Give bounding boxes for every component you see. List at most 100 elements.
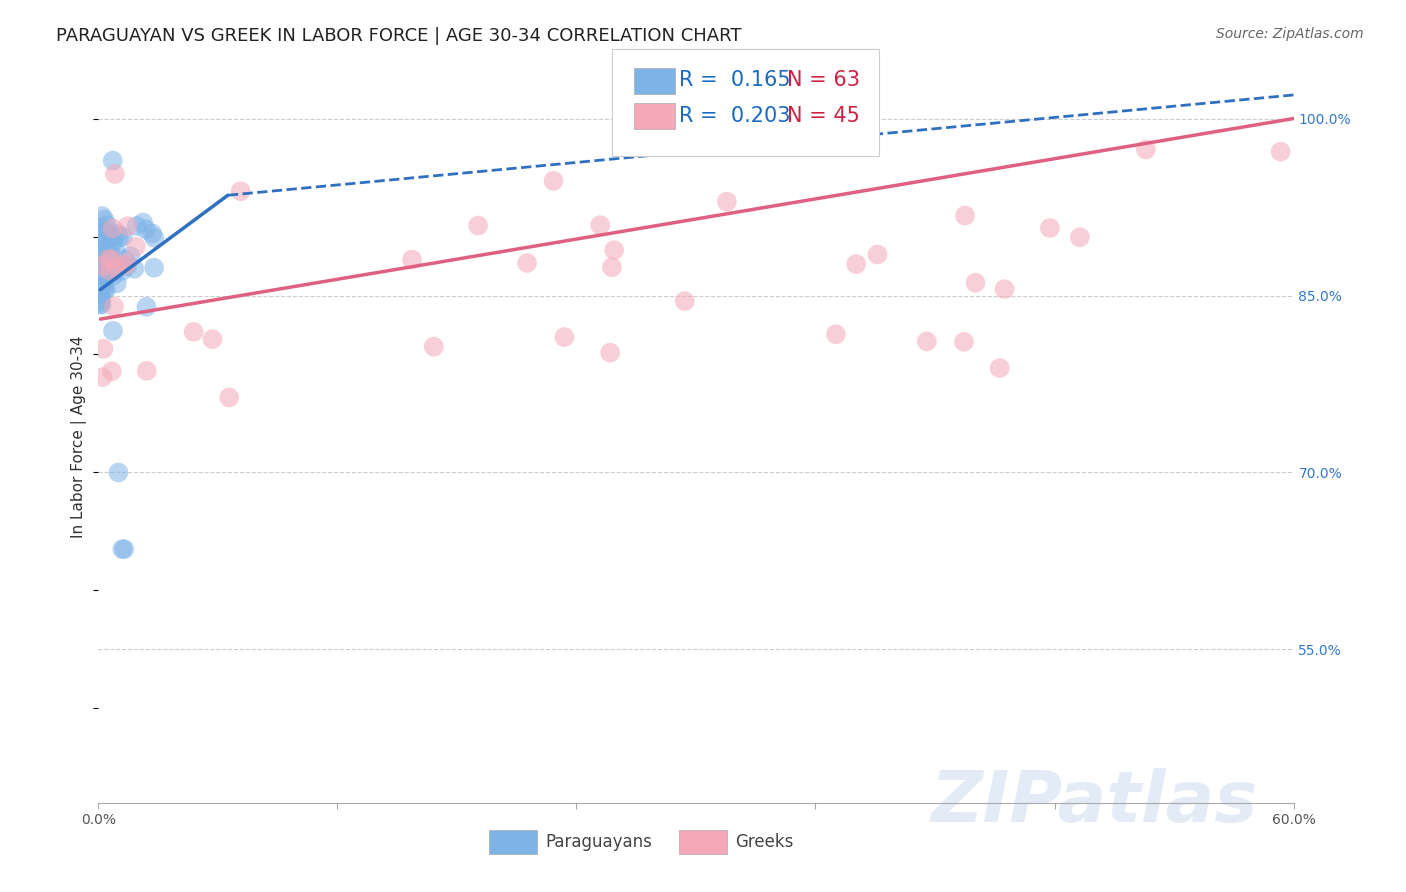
Point [103,228,125,243]
Point [988,361,1011,376]
Point [111,264,134,278]
Point [108,230,131,244]
Point [96,219,118,233]
Point [183,325,205,339]
Point [589,218,612,232]
Point [101,153,124,168]
Point [143,260,166,275]
Point [543,174,565,188]
Point [111,542,134,557]
Point [89,280,111,294]
Point [90,297,112,311]
Text: N = 45: N = 45 [787,106,860,126]
Point [89,286,111,301]
Point [143,231,166,245]
Point [101,235,124,250]
Point [1039,221,1062,235]
Point [825,327,848,342]
Point [93,258,115,272]
Point [1135,143,1157,157]
Point [103,300,125,314]
Point [141,227,163,241]
Point [716,194,738,209]
Text: Source: ZipAtlas.com: Source: ZipAtlas.com [1216,27,1364,41]
Point [993,282,1015,296]
Point [98,266,121,280]
Point [915,334,938,349]
Point [91,271,114,285]
Point [135,300,157,314]
Point [104,167,127,181]
Point [93,342,115,356]
Text: Paraguayans: Paraguayans [546,833,652,851]
Point [97,252,120,267]
Point [97,231,120,245]
Point [603,243,626,257]
Point [98,243,121,257]
Point [94,283,117,297]
Point [1069,230,1091,244]
Point [89,295,111,310]
Point [229,184,252,198]
Point [1270,145,1292,159]
Point [553,330,575,344]
Point [124,261,146,276]
Point [94,255,117,269]
Point [120,249,142,263]
Point [91,370,114,384]
Text: N = 63: N = 63 [787,70,860,90]
Point [89,297,111,311]
Point [89,227,111,241]
Point [114,252,136,267]
Point [599,345,621,359]
Point [135,364,157,378]
Point [90,279,112,293]
Point [115,259,138,273]
Point [91,245,114,260]
Point [104,244,127,258]
Point [91,209,114,223]
Point [105,277,128,291]
Point [107,466,129,480]
Point [93,284,115,298]
Point [600,260,623,275]
Point [117,219,139,234]
Point [422,340,444,354]
Point [100,252,122,267]
Point [107,227,129,241]
Point [125,240,148,254]
Point [965,276,987,290]
Point [845,257,868,271]
Text: PARAGUAYAN VS GREEK IN LABOR FORCE | AGE 30-34 CORRELATION CHART: PARAGUAYAN VS GREEK IN LABOR FORCE | AGE… [56,27,742,45]
Point [953,334,976,349]
Point [90,220,112,235]
Point [103,265,125,279]
Point [114,258,136,272]
Point [467,219,489,233]
Point [97,224,120,238]
Point [132,215,155,229]
Text: ZIPatlas: ZIPatlas [931,768,1258,838]
Text: R =  0.203: R = 0.203 [679,106,790,126]
Point [101,324,124,338]
Point [93,279,115,293]
Text: Greeks: Greeks [735,833,794,851]
Point [218,391,240,405]
Point [115,255,138,269]
Point [125,219,148,233]
Point [98,263,121,277]
Point [201,332,224,346]
Point [135,222,157,236]
Point [401,252,423,267]
Point [89,260,111,274]
Point [98,265,121,279]
Point [516,256,538,270]
Point [90,293,112,307]
Point [112,542,135,557]
Point [101,221,124,235]
Y-axis label: In Labor Force | Age 30-34: In Labor Force | Age 30-34 [70,335,87,539]
Point [866,247,889,261]
Point [100,364,122,378]
Point [91,259,114,273]
Point [100,262,122,277]
